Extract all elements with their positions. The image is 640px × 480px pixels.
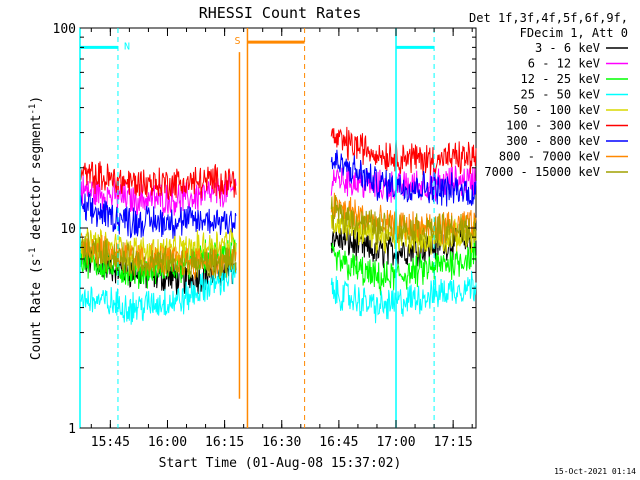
chart-title: RHESSI Count Rates	[199, 4, 362, 22]
series-line-segment-2	[330, 126, 477, 176]
legend-entry-label: 300 - 800 keV	[506, 134, 600, 148]
y-tick-label: 1	[68, 422, 76, 437]
series-layer	[79, 126, 477, 325]
series-line-segment-2	[330, 270, 477, 324]
legend-entry-label: 50 - 100 keV	[513, 103, 600, 117]
series-line-segment-1	[79, 192, 237, 239]
y-axis-label-end: )	[29, 96, 44, 104]
series-line-segment-1	[79, 260, 237, 325]
series-line-segment-2	[330, 149, 477, 207]
annotation-label: N	[124, 41, 130, 52]
series-line-segment-1	[79, 232, 237, 279]
legend-entry-label: 7000 - 15000 keV	[484, 165, 600, 179]
y-axis-label: Count Rate (s-1 detector segment-1)	[28, 96, 44, 360]
x-tick-label: 17:00	[376, 435, 415, 450]
legend-header-line1: Det 1f,3f,4f,5f,6f,9f,	[469, 11, 628, 25]
annotation-label: S	[234, 36, 240, 47]
x-tick-label: 15:45	[91, 435, 130, 450]
legend-entry-label: 25 - 50 keV	[521, 88, 600, 102]
y-axis-label-sup1: -1	[28, 248, 38, 259]
legend-entry-label: 12 - 25 keV	[521, 72, 600, 86]
series-line-segment-2	[330, 194, 477, 248]
series-7000-15000-kev	[79, 194, 477, 279]
timestamp: 15-Oct-2021 01:14	[554, 467, 636, 476]
annotation-marker-2	[395, 28, 435, 428]
y-tick-label: 10	[60, 222, 76, 237]
y-axis-label-sup2: -1	[28, 104, 38, 115]
series-line-segment-2	[330, 240, 477, 296]
legend: Det 1f,3f,4f,5f,6f,9f, FDecim 1, Att 0 3…	[469, 11, 628, 179]
x-tick-label: 16:30	[262, 435, 301, 450]
legend-header-line2: FDecim 1, Att 0	[520, 26, 628, 40]
legend-entry-label: 6 - 12 keV	[528, 57, 600, 71]
y-tick-label: 100	[53, 22, 76, 37]
y-axis-label-mid: detector segment	[29, 115, 44, 248]
x-tick-label: 17:15	[434, 435, 473, 450]
series-100-300-kev	[79, 126, 477, 200]
series-line-segment-1	[79, 161, 237, 200]
x-tick-label: 16:15	[205, 435, 244, 450]
x-tick-label: 16:00	[148, 435, 187, 450]
legend-entry-label: 800 - 7000 keV	[499, 150, 600, 164]
annotation-S: S	[234, 28, 306, 428]
x-axis-label: Start Time (01-Aug-08 15:37:02)	[159, 456, 402, 471]
axis-layer: 1 10 100 15:45 16:00 16:15 16:30 16:45 17:00 17:1…	[53, 22, 476, 450]
y-axis-label-main: Count Rate (s	[29, 258, 44, 360]
x-tick-label: 16:45	[319, 435, 358, 450]
series-line-segment-1	[79, 228, 237, 269]
series-300-800-kev	[79, 149, 477, 239]
legend-entry-label: 100 - 300 keV	[506, 119, 600, 133]
series-line-segment-2	[330, 223, 477, 269]
series-25-50-kev	[79, 260, 477, 325]
legend-entry-label: 3 - 6 keV	[535, 41, 600, 55]
